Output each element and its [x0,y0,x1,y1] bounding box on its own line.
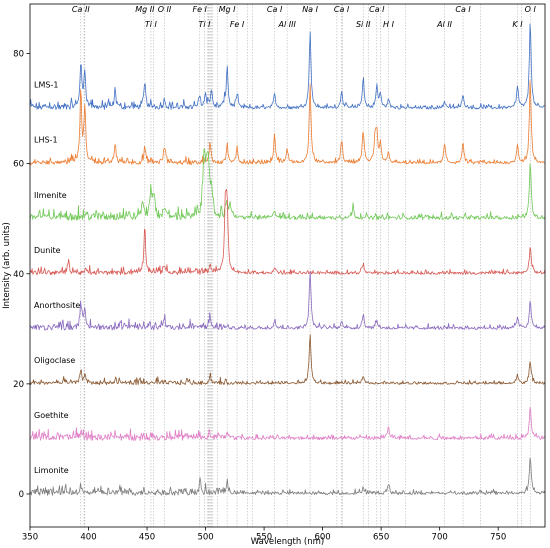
element-label-bottom: Al III [277,20,296,29]
series-line-lhs-1 [29,80,545,166]
element-label-bottom: Fe I [230,20,245,29]
series-line-ilmenite [29,147,546,221]
y-tick-label: 0 [19,490,24,500]
element-label-top: Na I [302,5,318,14]
element-label-top: Mg I [219,5,237,14]
x-tick-label: 350 [22,533,38,543]
element-label-bottom: Ti I [199,20,212,29]
element-label-bottom: H I [383,20,395,29]
element-label-top: Ca I [267,5,283,14]
element-label-top: Ca I [369,5,385,14]
element-label-top: Fe I [192,5,207,14]
y-tick-label: 80 [13,50,24,60]
element-label-bottom: Al II [436,20,453,29]
series-label: Limonite [34,466,69,475]
x-tick-label: 700 [432,533,448,543]
x-tick-label: 450 [139,533,155,543]
series-line-anorthosite [29,271,546,331]
element-label-top: Mg II [135,5,155,14]
element-label-top: O I [525,5,537,14]
spectral-series [29,23,546,496]
series-label: LMS-1 [34,81,58,90]
y-tick-label: 20 [13,380,24,390]
element-guide-lines [80,4,531,527]
series-line-goethite [29,406,546,441]
x-tick-label: 750 [490,533,506,543]
x-tick-label: 550 [256,533,272,543]
y-axis-label: Intensity (arb. units) [2,222,12,309]
series-label: Goethite [34,411,69,420]
x-tick-label: 400 [80,533,96,543]
element-label-bottom: K I [512,20,523,29]
series-line-limonite [29,457,546,496]
series-label: Dunite [34,246,61,255]
element-labels: Ca II Mg II O II Fe I Mg I Ca I Na I Ca I Ca I Ca… [72,5,537,29]
x-axis-ticks: 350 400 450 500 550 600 650 700 750 [22,527,506,543]
element-label-bottom: Si II [356,20,371,29]
series-line-lms-1 [29,23,545,110]
series-labels: LMS-1 LHS-1 Ilmenite Dunite Anorthosite Oligo… [34,81,80,475]
element-label-top: Ca I [455,5,471,14]
series-label: Oligoclase [34,356,75,365]
x-tick-label: 500 [197,533,213,543]
series-line-oligoclase [29,334,546,386]
y-axis-ticks: 0 20 40 60 80 [13,50,30,500]
x-tick-label: 650 [373,533,389,543]
series-label: Anorthosite [34,301,80,310]
y-tick-label: 60 [13,160,24,170]
series-label: LHS-1 [34,136,58,145]
element-label-top: Ca I [334,5,350,14]
x-axis-label: Wavelength (nm) [251,537,324,547]
series-label: Ilmenite [34,191,67,200]
element-label-bottom: Ti I [145,20,158,29]
plot-frame [29,3,546,528]
y-tick-label: 40 [13,270,24,280]
x-tick-label: 600 [314,533,330,543]
series-line-dunite [29,189,546,276]
element-label-top: Ca II [72,5,90,14]
element-label-top: O II [158,5,172,14]
